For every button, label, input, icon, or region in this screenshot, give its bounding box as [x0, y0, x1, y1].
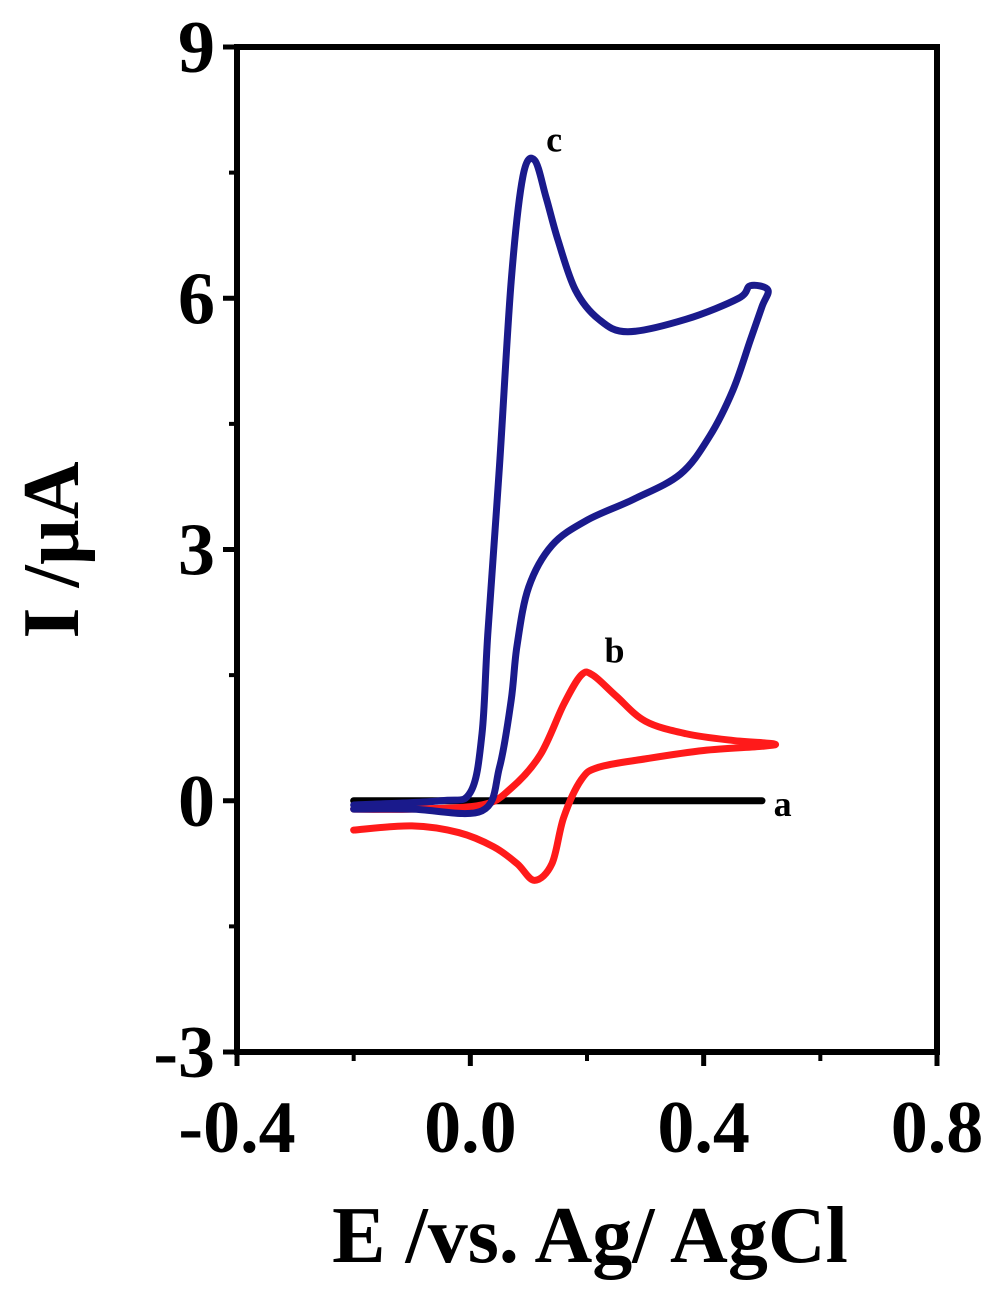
y-tick-labels: -3 0 3 6 9	[153, 7, 215, 1094]
curve-label-a: a	[774, 784, 792, 824]
y-tick-label: -3	[153, 1012, 215, 1094]
x-tick-label: 0.8	[891, 1087, 984, 1169]
y-tick-label: 3	[178, 510, 215, 592]
plot-frame	[234, 44, 940, 1055]
axis-ticks	[223, 44, 940, 1066]
y-tick-label: 9	[178, 7, 215, 89]
x-axis-title: E /vs. Ag/ AgCl	[332, 1192, 848, 1280]
x-tick-label: -0.4	[178, 1087, 295, 1169]
curve-c	[350, 154, 772, 818]
curve-b	[350, 668, 780, 884]
y-tick-label: 6	[178, 258, 215, 340]
y-axis-title: I /µA	[8, 461, 96, 638]
x-tick-label: 0.4	[657, 1087, 750, 1169]
curve-label-c: c	[546, 120, 562, 160]
curve-labels: a b c	[546, 120, 792, 824]
curve-label-b: b	[605, 631, 625, 671]
y-tick-label: 0	[178, 761, 215, 843]
x-tick-label: 0.0	[424, 1087, 517, 1169]
curves	[350, 154, 780, 884]
x-tick-labels: -0.4 0.0 0.4 0.8	[178, 1087, 983, 1169]
